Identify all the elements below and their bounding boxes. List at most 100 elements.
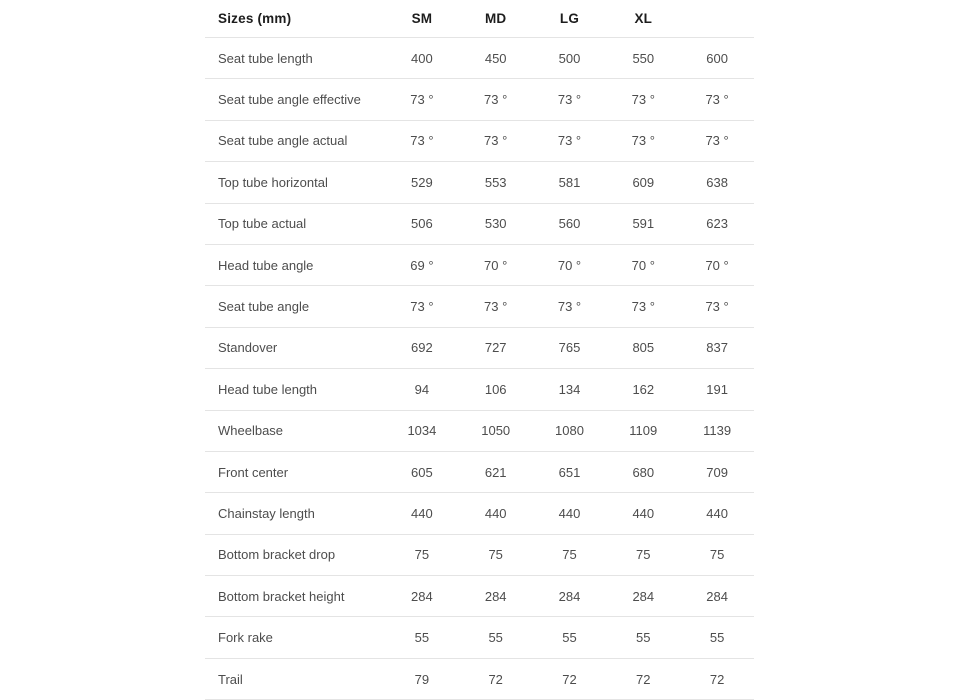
value-cell: 69 ° <box>385 244 459 287</box>
size-column-header: XL <box>606 0 681 38</box>
value-cell: 162 <box>606 368 681 411</box>
value-cell: 73 ° <box>606 285 681 328</box>
table-row: Top tube actual 506 530 560 591 623 <box>205 203 754 245</box>
table-row: Top tube horizontal 529 553 581 609 638 <box>205 161 754 204</box>
size-column-header: LG <box>532 0 607 38</box>
value-cell: 506 <box>385 203 459 245</box>
value-cell: 73 ° <box>606 78 681 121</box>
value-cell: 284 <box>532 575 607 618</box>
table-row: Seat tube length 400 450 500 550 600 <box>205 37 754 80</box>
value-cell: 450 <box>458 37 533 80</box>
value-cell: 191 <box>680 368 754 411</box>
table-row: Head tube angle 69 ° 70 ° 70 ° 70 ° 70 ° <box>205 244 754 287</box>
value-cell: 55 <box>458 616 533 659</box>
row-label: Standover <box>205 327 385 370</box>
value-cell: 72 <box>606 658 681 700</box>
value-cell: 623 <box>680 203 754 245</box>
value-cell: 440 <box>385 492 459 535</box>
value-cell: 440 <box>458 492 533 535</box>
value-cell: 75 <box>532 534 607 577</box>
value-cell: 680 <box>606 451 681 494</box>
bike-geometry-table: Sizes (mm) SM MD LG XL Seat tube length 400… <box>205 0 754 700</box>
value-cell: 1050 <box>458 410 533 452</box>
sizes-header-label: Sizes (mm) <box>205 0 385 38</box>
value-cell: 70 ° <box>458 244 533 287</box>
row-label: Bottom bracket height <box>205 575 385 618</box>
row-label: Fork rake <box>205 616 385 659</box>
row-label: Head tube length <box>205 368 385 411</box>
value-cell: 651 <box>532 451 607 494</box>
value-cell: 55 <box>606 616 681 659</box>
row-label: Seat tube angle actual <box>205 120 385 163</box>
value-cell: 73 ° <box>385 120 459 163</box>
table-body: Seat tube length 400 450 500 550 600 Seat tu… <box>205 37 754 700</box>
value-cell: 530 <box>458 203 533 245</box>
row-label: Seat tube length <box>205 37 385 80</box>
size-column-header: MD <box>458 0 533 38</box>
value-cell: 94 <box>385 368 459 411</box>
value-cell: 500 <box>532 37 607 80</box>
value-cell: 440 <box>680 492 754 535</box>
value-cell: 73 ° <box>680 78 754 121</box>
value-cell: 638 <box>680 161 754 204</box>
value-cell: 692 <box>385 327 459 370</box>
row-label: Bottom bracket drop <box>205 534 385 577</box>
value-cell: 284 <box>458 575 533 618</box>
value-cell: 553 <box>458 161 533 204</box>
row-label: Wheelbase <box>205 410 385 452</box>
value-cell: 581 <box>532 161 607 204</box>
value-cell: 73 ° <box>532 285 607 328</box>
row-label: Top tube horizontal <box>205 161 385 204</box>
table-row: Fork rake 55 55 55 55 55 <box>205 616 754 659</box>
value-cell: 837 <box>680 327 754 370</box>
value-cell: 70 ° <box>680 244 754 287</box>
value-cell: 805 <box>606 327 681 370</box>
value-cell: 621 <box>458 451 533 494</box>
value-cell: 73 ° <box>458 120 533 163</box>
size-column-header <box>680 0 754 38</box>
value-cell: 79 <box>385 658 459 700</box>
value-cell: 73 ° <box>532 120 607 163</box>
value-cell: 1109 <box>606 410 681 452</box>
value-cell: 591 <box>606 203 681 245</box>
table-row: Chainstay length 440 440 440 440 440 <box>205 492 754 535</box>
value-cell: 284 <box>606 575 681 618</box>
value-cell: 106 <box>458 368 533 411</box>
table-row: Wheelbase 1034 1050 1080 1109 1139 <box>205 410 754 452</box>
row-label: Seat tube angle <box>205 285 385 328</box>
table-row: Bottom bracket height 284 284 284 284 284 <box>205 575 754 618</box>
table-row: Head tube length 94 106 134 162 191 <box>205 368 754 411</box>
table-row: Bottom bracket drop 75 75 75 75 75 <box>205 534 754 577</box>
value-cell: 73 ° <box>458 78 533 121</box>
value-cell: 70 ° <box>532 244 607 287</box>
row-label: Head tube angle <box>205 244 385 287</box>
value-cell: 75 <box>385 534 459 577</box>
value-cell: 73 ° <box>385 285 459 328</box>
row-label: Seat tube angle effective <box>205 78 385 121</box>
row-label: Top tube actual <box>205 203 385 245</box>
table-row: Front center 605 621 651 680 709 <box>205 451 754 494</box>
value-cell: 605 <box>385 451 459 494</box>
table-row: Trail 79 72 72 72 72 <box>205 658 754 700</box>
header-row: Sizes (mm) SM MD LG XL <box>205 0 754 38</box>
value-cell: 73 ° <box>385 78 459 121</box>
value-cell: 1139 <box>680 410 754 452</box>
value-cell: 284 <box>680 575 754 618</box>
value-cell: 73 ° <box>458 285 533 328</box>
value-cell: 73 ° <box>606 120 681 163</box>
value-cell: 1034 <box>385 410 459 452</box>
value-cell: 600 <box>680 37 754 80</box>
value-cell: 440 <box>532 492 607 535</box>
value-cell: 70 ° <box>606 244 681 287</box>
value-cell: 73 ° <box>680 285 754 328</box>
value-cell: 75 <box>606 534 681 577</box>
value-cell: 440 <box>606 492 681 535</box>
value-cell: 72 <box>532 658 607 700</box>
value-cell: 75 <box>680 534 754 577</box>
row-label: Chainstay length <box>205 492 385 535</box>
value-cell: 529 <box>385 161 459 204</box>
value-cell: 73 ° <box>680 120 754 163</box>
value-cell: 72 <box>458 658 533 700</box>
row-label: Front center <box>205 451 385 494</box>
value-cell: 55 <box>532 616 607 659</box>
